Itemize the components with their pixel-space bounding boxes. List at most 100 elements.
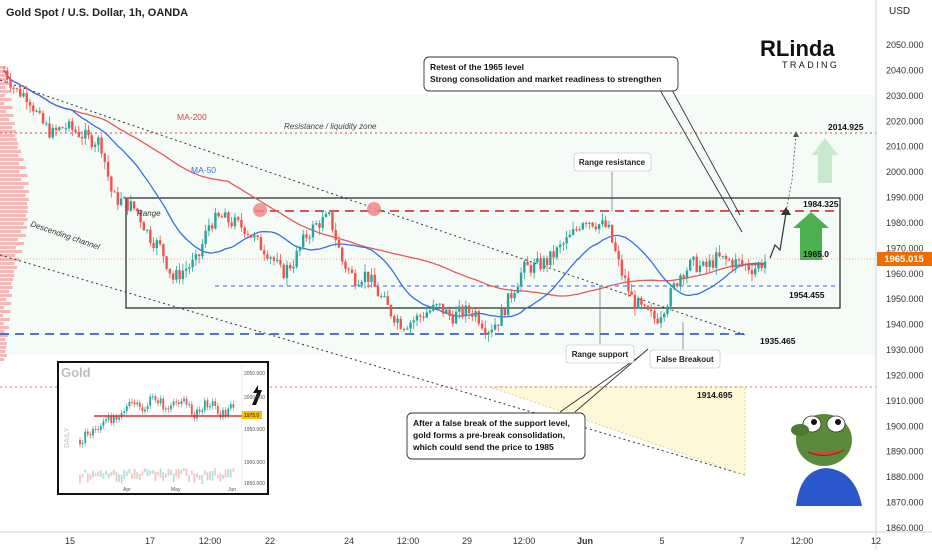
false-breakout-callout	[649, 349, 721, 369]
candle-body	[519, 272, 523, 287]
inset-volume-bar	[110, 471, 113, 477]
inset-candle	[167, 408, 170, 410]
inset-volume-bar	[115, 471, 118, 482]
candle-body	[77, 131, 80, 137]
current-price-badge	[877, 252, 932, 266]
inset-xtick: May	[171, 487, 181, 493]
candle-body	[607, 224, 611, 228]
candle-body	[620, 259, 624, 276]
inset-candle	[180, 401, 183, 405]
volume-bar	[0, 230, 21, 233]
candle-body	[513, 293, 516, 299]
candle-body	[262, 250, 266, 255]
inset-candle	[185, 398, 188, 405]
volume-bar	[0, 146, 18, 149]
brand-logo: RLinda TRADING	[760, 36, 837, 70]
inset-volume-bar	[167, 468, 170, 477]
inset-volume-bar	[229, 469, 232, 478]
candle-body	[741, 260, 744, 265]
candle-body	[428, 310, 432, 313]
volume-bar	[0, 78, 6, 81]
candle-body	[474, 311, 477, 317]
candle-body	[227, 212, 230, 223]
candle-body	[552, 251, 555, 258]
candle-body	[601, 220, 604, 225]
candle-body	[175, 269, 178, 280]
inset-candle	[84, 431, 87, 443]
ma200-label: MA-200	[177, 112, 207, 122]
candle-body	[201, 244, 204, 257]
volume-bar	[0, 218, 28, 221]
volume-bar	[0, 222, 24, 225]
meme-hand	[791, 424, 809, 436]
candle-body	[448, 309, 451, 316]
candle-body	[350, 269, 354, 273]
volume-bar	[0, 198, 29, 201]
volume-bar	[0, 206, 28, 209]
inset-xtick: Apr	[123, 487, 131, 493]
volume-bar	[0, 346, 7, 349]
bottom-note-box	[406, 412, 586, 460]
price-tick-label: 1990.000	[886, 193, 924, 203]
candle-body	[669, 288, 672, 307]
volume-bar	[0, 134, 16, 137]
candle-body	[305, 234, 308, 238]
inset-candle	[99, 426, 102, 431]
candle-body	[181, 270, 185, 280]
inset-candle	[159, 398, 162, 404]
candle-body	[380, 296, 383, 298]
candle-body	[649, 309, 653, 312]
candle-body	[51, 127, 54, 138]
bottom-note-line3: which could send the price to 1985	[412, 442, 554, 452]
candle-body	[266, 254, 269, 259]
volume-bar	[0, 302, 12, 305]
bottom-note-pointer	[574, 348, 649, 413]
candle-body	[558, 244, 562, 248]
volume-bar	[0, 290, 9, 293]
candle-body	[467, 305, 471, 314]
inset-daily-chart: Gold DAILY 2050.000 2000.000 1950.000 19…	[57, 361, 269, 495]
range-support-callout	[565, 344, 635, 364]
inset-ytick: 1850.000	[244, 481, 265, 487]
candle-body	[435, 304, 438, 306]
candle-body	[331, 212, 334, 231]
candle-body	[643, 304, 646, 306]
volume-bar	[0, 274, 15, 277]
time-axis-ticks: 15 17 12:00 22 24 12:00 29 12:00 Jun 5 7 12:00 12	[65, 536, 881, 546]
candle-body	[584, 223, 588, 225]
inset-title: Gold	[61, 365, 91, 380]
inset-candle	[146, 405, 149, 410]
candle-body	[165, 256, 168, 269]
inset-candle	[138, 402, 141, 408]
candle-body	[236, 217, 240, 220]
inset-candle	[128, 401, 131, 407]
bullish-arrow	[793, 212, 829, 260]
inset-volume-bar	[102, 473, 105, 479]
candle-body	[100, 137, 103, 154]
candle-body	[724, 255, 728, 260]
volume-bar	[0, 354, 7, 357]
inset-candle	[118, 417, 120, 420]
inset-volume-bar	[159, 468, 162, 478]
candle-body	[760, 263, 763, 269]
volume-bar	[0, 154, 19, 157]
candle-body	[288, 264, 292, 269]
inset-volume-bar	[149, 470, 152, 475]
inset-candle	[232, 404, 235, 408]
volume-bar	[0, 94, 5, 97]
inset-volume-bar	[131, 473, 133, 479]
inset-volume-bar	[146, 469, 149, 477]
candle-body	[90, 135, 94, 147]
volume-bar	[0, 358, 5, 361]
inset-volume-bar	[227, 468, 230, 478]
candle-body	[757, 263, 760, 269]
candle-body	[503, 308, 507, 316]
candle-body	[158, 240, 162, 245]
candle-body	[646, 305, 650, 310]
candle-body	[246, 233, 250, 235]
time-tick-label: 29	[462, 536, 472, 546]
candle-body	[675, 283, 679, 287]
candle-body	[45, 123, 48, 125]
inset-volume-bar	[177, 469, 180, 479]
